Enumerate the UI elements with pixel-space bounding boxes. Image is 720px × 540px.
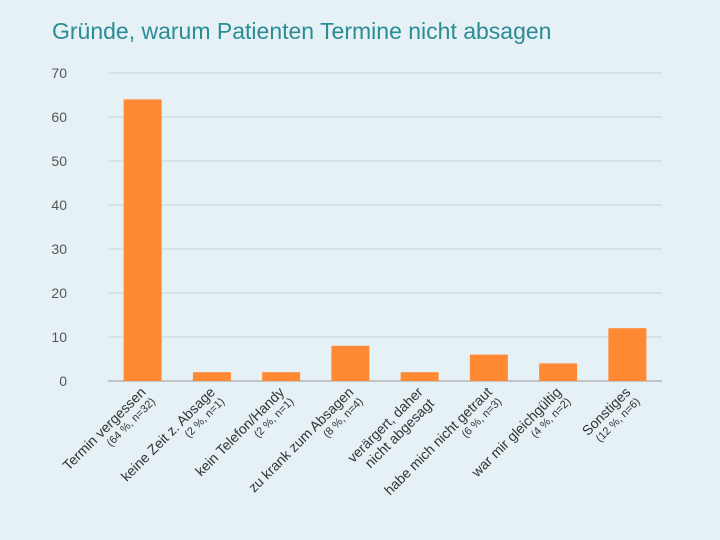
chart-title: Gründe, warum Patienten Termine nicht ab… xyxy=(52,18,552,44)
bar-2 xyxy=(192,372,231,381)
bar-7 xyxy=(539,363,578,381)
y-tick-label: 10 xyxy=(51,329,67,345)
y-tick-label: 60 xyxy=(51,109,67,125)
y-tick-label: 20 xyxy=(51,285,67,301)
y-tick-label: 30 xyxy=(51,241,67,257)
y-tick-label: 40 xyxy=(51,197,67,213)
bar-8 xyxy=(608,328,647,381)
bar-6 xyxy=(469,354,508,381)
y-tick-label: 0 xyxy=(59,373,67,389)
bar-1 xyxy=(123,99,162,382)
bar-5 xyxy=(400,372,439,381)
y-tick-label: 50 xyxy=(51,153,67,169)
x-category-label: Sonstiges(12 %, n=6) xyxy=(579,384,643,445)
y-tick-label: 70 xyxy=(51,65,67,81)
bar-3 xyxy=(262,372,301,381)
bar-4 xyxy=(331,345,370,381)
